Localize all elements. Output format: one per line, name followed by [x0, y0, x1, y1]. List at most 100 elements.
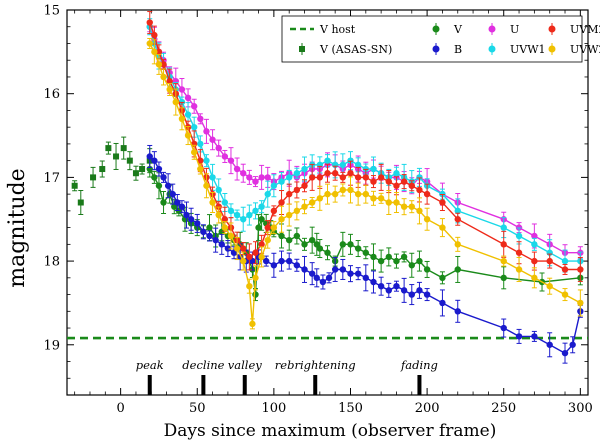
data-point-uvm2 — [197, 157, 204, 164]
data-point-uvm2 — [166, 77, 173, 85]
data-point-uvw1 — [500, 224, 507, 231]
y-tick-label: 18 — [43, 255, 60, 270]
data-point-u — [178, 86, 186, 93]
data-point-uvw2 — [362, 190, 370, 198]
data-point-uvm2 — [278, 199, 285, 206]
data-point-uvw1 — [531, 241, 538, 248]
data-point-uvw2 — [500, 257, 507, 265]
data-point-uvw2 — [354, 190, 362, 198]
data-point-uvw1 — [215, 186, 222, 194]
data-point-b — [160, 174, 167, 181]
data-point-v — [393, 257, 400, 265]
data-point-u — [264, 174, 271, 181]
data-point-uvw2 — [301, 203, 308, 210]
data-point-v-asas-sn — [126, 157, 133, 164]
x-tick-label: 50 — [189, 401, 206, 416]
data-point-uvm2 — [258, 241, 265, 248]
data-point-v-asas-sn — [90, 174, 97, 181]
data-point-uvw1 — [233, 211, 241, 219]
data-point-b — [569, 341, 576, 348]
data-point-v — [160, 199, 167, 206]
data-point-uvm2 — [331, 170, 339, 177]
data-point-b — [561, 349, 569, 357]
data-point-uvm2 — [246, 253, 253, 261]
data-point-u — [215, 144, 222, 152]
data-point-v — [151, 174, 158, 181]
x-tick-label: 0 — [116, 401, 124, 416]
data-point-uvw2 — [146, 40, 153, 47]
data-point-b — [263, 257, 270, 265]
data-point-uvw2 — [209, 199, 216, 206]
data-point-uvw1 — [454, 207, 461, 215]
data-point-uvw2 — [190, 149, 198, 156]
data-point-v — [370, 253, 377, 261]
phase-marker — [201, 375, 206, 395]
data-point-b — [362, 274, 370, 282]
data-point-b — [354, 270, 362, 277]
data-point-b — [278, 257, 285, 265]
data-point-uvm2 — [385, 178, 392, 185]
data-point-uvw2 — [285, 211, 293, 219]
data-point-b — [169, 190, 176, 198]
data-point-v-asas-sn — [120, 145, 127, 152]
data-point-b — [400, 287, 408, 294]
data-point-v — [416, 257, 423, 265]
data-point-uvm2 — [423, 190, 431, 198]
data-point-v-asas-sn — [99, 166, 106, 173]
data-point-b — [546, 341, 553, 348]
data-point-u — [209, 136, 216, 143]
legend-swatch — [548, 45, 556, 53]
data-point-b — [370, 278, 377, 286]
data-point-v — [308, 236, 316, 244]
data-point-b — [164, 182, 172, 189]
data-point-uvm2 — [531, 257, 538, 265]
data-point-uvw2 — [178, 115, 186, 123]
data-point-uvm2 — [454, 216, 461, 223]
data-point-uvm2 — [160, 61, 167, 68]
data-point-b — [270, 262, 278, 269]
data-point-uvm2 — [377, 174, 385, 181]
data-point-v-asas-sn — [77, 199, 84, 206]
plot-area: 0 50 100 150 200 250 300 15 16 17 18 19 peak decline v… — [43, 4, 592, 417]
data-point-uvw2 — [155, 61, 163, 68]
x-tick-label: 200 — [415, 401, 440, 416]
data-point-u — [258, 174, 265, 181]
data-point-b — [212, 236, 219, 244]
x-axis-label: Days since maximum (observer frame) — [164, 421, 497, 441]
data-point-v — [339, 241, 347, 248]
data-point-b — [218, 241, 225, 248]
legend-swatch — [432, 25, 440, 33]
data-point-uvw1 — [252, 207, 259, 215]
data-point-b — [194, 220, 201, 227]
data-point-uvw2 — [531, 274, 538, 282]
data-point-uvm2 — [316, 174, 324, 181]
data-point-uvm2 — [240, 245, 247, 252]
x-tick-label: 100 — [261, 401, 286, 416]
data-point-uvm2 — [293, 186, 301, 194]
data-point-uvm2 — [324, 170, 331, 177]
data-point-b — [224, 245, 232, 252]
data-point-b — [183, 211, 190, 219]
data-point-uvw2 — [316, 195, 324, 202]
data-point-uvw1 — [184, 111, 192, 118]
data-point-uvm2 — [515, 249, 523, 256]
series-line-uvw2 — [149, 43, 581, 324]
data-point-uvm2 — [354, 174, 362, 181]
data-point-uvw2 — [233, 245, 241, 252]
data-point-v — [408, 262, 415, 269]
legend-label: V host — [319, 23, 356, 36]
data-point-uvw2 — [215, 211, 222, 219]
data-point-b — [531, 333, 538, 340]
data-point-uvm2 — [362, 174, 370, 181]
data-point-uvw1 — [258, 203, 265, 210]
phase-label: rebrightening — [275, 358, 356, 372]
data-point-uvw2 — [324, 190, 331, 198]
data-point-uvm2 — [561, 266, 569, 273]
data-point-uvw2 — [339, 186, 347, 194]
data-point-v — [206, 224, 213, 231]
data-point-uvw1 — [324, 157, 331, 164]
data-point-uvw2 — [172, 98, 179, 106]
data-point-uvm2 — [270, 207, 278, 215]
data-point-uvm2 — [339, 174, 347, 181]
y-axis-label: magnitude — [5, 168, 30, 287]
